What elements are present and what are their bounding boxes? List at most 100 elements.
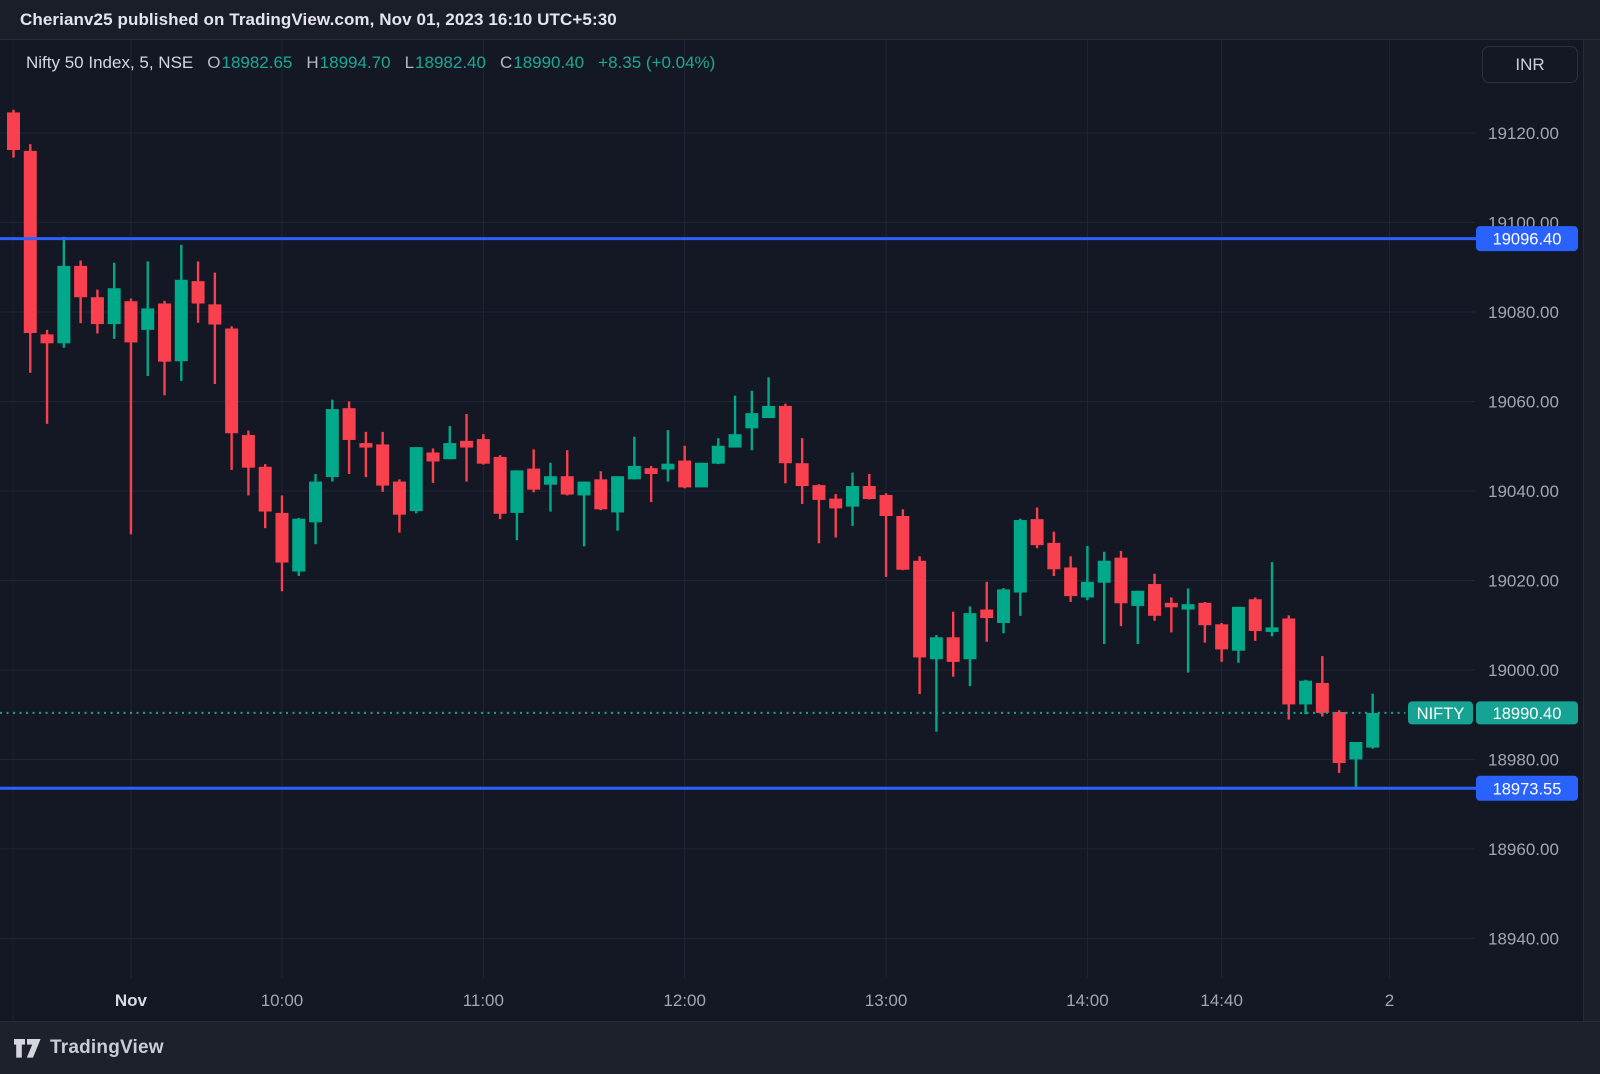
candle[interactable] xyxy=(1299,679,1313,715)
candle[interactable] xyxy=(560,450,574,496)
candle-series[interactable] xyxy=(7,109,1380,789)
candle[interactable] xyxy=(510,470,524,541)
candle[interactable] xyxy=(762,377,776,419)
candle[interactable] xyxy=(644,465,658,503)
candle[interactable] xyxy=(292,517,306,576)
candle[interactable] xyxy=(1332,710,1346,773)
candle[interactable] xyxy=(846,472,859,526)
candle[interactable] xyxy=(241,430,255,496)
candle[interactable] xyxy=(946,611,960,677)
candle[interactable] xyxy=(527,449,541,493)
candle[interactable] xyxy=(1164,597,1178,633)
candle[interactable] xyxy=(577,481,591,547)
candle[interactable] xyxy=(476,434,490,465)
candle[interactable] xyxy=(778,403,792,484)
candle[interactable] xyxy=(158,300,172,396)
candle[interactable] xyxy=(174,244,188,381)
candle[interactable] xyxy=(40,329,54,424)
candle[interactable] xyxy=(443,426,457,460)
candle[interactable] xyxy=(1349,741,1363,789)
chart-surface[interactable] xyxy=(0,40,1450,978)
candle-body xyxy=(107,288,121,325)
candle[interactable] xyxy=(7,109,20,158)
candle[interactable] xyxy=(862,473,876,500)
chart-legend[interactable]: Nifty 50 Index, 5, NSE O 18982.65 H 18994.… xyxy=(26,51,715,75)
candle[interactable] xyxy=(1030,507,1044,549)
open-value: O 18982.65 xyxy=(207,53,293,72)
candle[interactable] xyxy=(980,581,994,642)
candle-wick xyxy=(582,481,586,547)
high-value: H 18994.70 xyxy=(306,53,391,72)
candle[interactable] xyxy=(426,448,440,483)
time-axis[interactable] xyxy=(0,978,1450,1021)
brand-text[interactable]: TradingView xyxy=(50,1037,164,1058)
candle[interactable] xyxy=(1047,531,1061,576)
candle[interactable] xyxy=(1080,546,1094,601)
currency-button[interactable]: INR xyxy=(1482,46,1578,83)
candle[interactable] xyxy=(107,262,121,339)
candle[interactable] xyxy=(694,462,708,488)
candle[interactable] xyxy=(627,436,641,480)
candle-body xyxy=(896,516,910,570)
candle[interactable] xyxy=(594,471,608,511)
candle[interactable] xyxy=(258,464,272,529)
candle[interactable] xyxy=(1315,656,1329,717)
candle[interactable] xyxy=(728,395,742,448)
candle[interactable] xyxy=(359,431,373,478)
candle[interactable] xyxy=(1148,573,1162,621)
candle[interactable] xyxy=(795,438,809,504)
price-tick-label: 19120.00 xyxy=(1488,124,1559,143)
candle[interactable] xyxy=(1181,588,1195,673)
candle[interactable] xyxy=(1198,601,1212,643)
candle[interactable] xyxy=(141,261,155,376)
candle-body xyxy=(510,470,524,513)
candle[interactable] xyxy=(325,399,339,482)
candle[interactable] xyxy=(896,509,910,571)
candle[interactable] xyxy=(543,462,557,512)
candle[interactable] xyxy=(376,431,390,492)
candle[interactable] xyxy=(57,236,71,348)
candle[interactable] xyxy=(1282,615,1296,720)
candle[interactable] xyxy=(661,430,675,482)
tradingview-logo-icon[interactable] xyxy=(14,1038,41,1058)
candle[interactable] xyxy=(1114,550,1128,627)
candle[interactable] xyxy=(90,289,104,334)
candle[interactable] xyxy=(1013,518,1027,616)
candle[interactable] xyxy=(745,390,759,451)
candle[interactable] xyxy=(460,414,474,482)
candle[interactable] xyxy=(879,493,893,577)
candle[interactable] xyxy=(1064,556,1078,602)
candle-wick xyxy=(213,272,217,385)
candle[interactable] xyxy=(963,606,977,687)
candle[interactable] xyxy=(1097,551,1111,644)
candle[interactable] xyxy=(493,455,507,520)
candle[interactable] xyxy=(1265,562,1279,637)
candle[interactable] xyxy=(225,326,239,470)
candle[interactable] xyxy=(1248,597,1262,641)
candle[interactable] xyxy=(191,261,205,323)
candle[interactable] xyxy=(611,476,625,531)
candle[interactable] xyxy=(929,635,943,732)
candle[interactable] xyxy=(208,272,222,385)
candle[interactable] xyxy=(829,494,843,538)
candle[interactable] xyxy=(124,298,138,535)
candle[interactable] xyxy=(342,401,356,474)
candle[interactable] xyxy=(23,144,37,373)
candle[interactable] xyxy=(913,556,927,695)
candle[interactable] xyxy=(275,495,289,592)
candle[interactable] xyxy=(409,447,423,514)
candle[interactable] xyxy=(678,445,692,489)
candle[interactable] xyxy=(309,473,323,545)
last-price-badge-label: 18990.40 xyxy=(1493,705,1562,723)
candle[interactable] xyxy=(1231,606,1245,663)
candle[interactable] xyxy=(74,260,88,324)
price-axis[interactable] xyxy=(1450,40,1583,1021)
candle[interactable] xyxy=(997,588,1011,634)
candle[interactable] xyxy=(1131,590,1145,644)
candle[interactable] xyxy=(392,479,406,533)
candle[interactable] xyxy=(1215,622,1229,662)
candle[interactable] xyxy=(1366,693,1380,749)
candle[interactable] xyxy=(711,438,725,465)
candle[interactable] xyxy=(812,484,826,544)
